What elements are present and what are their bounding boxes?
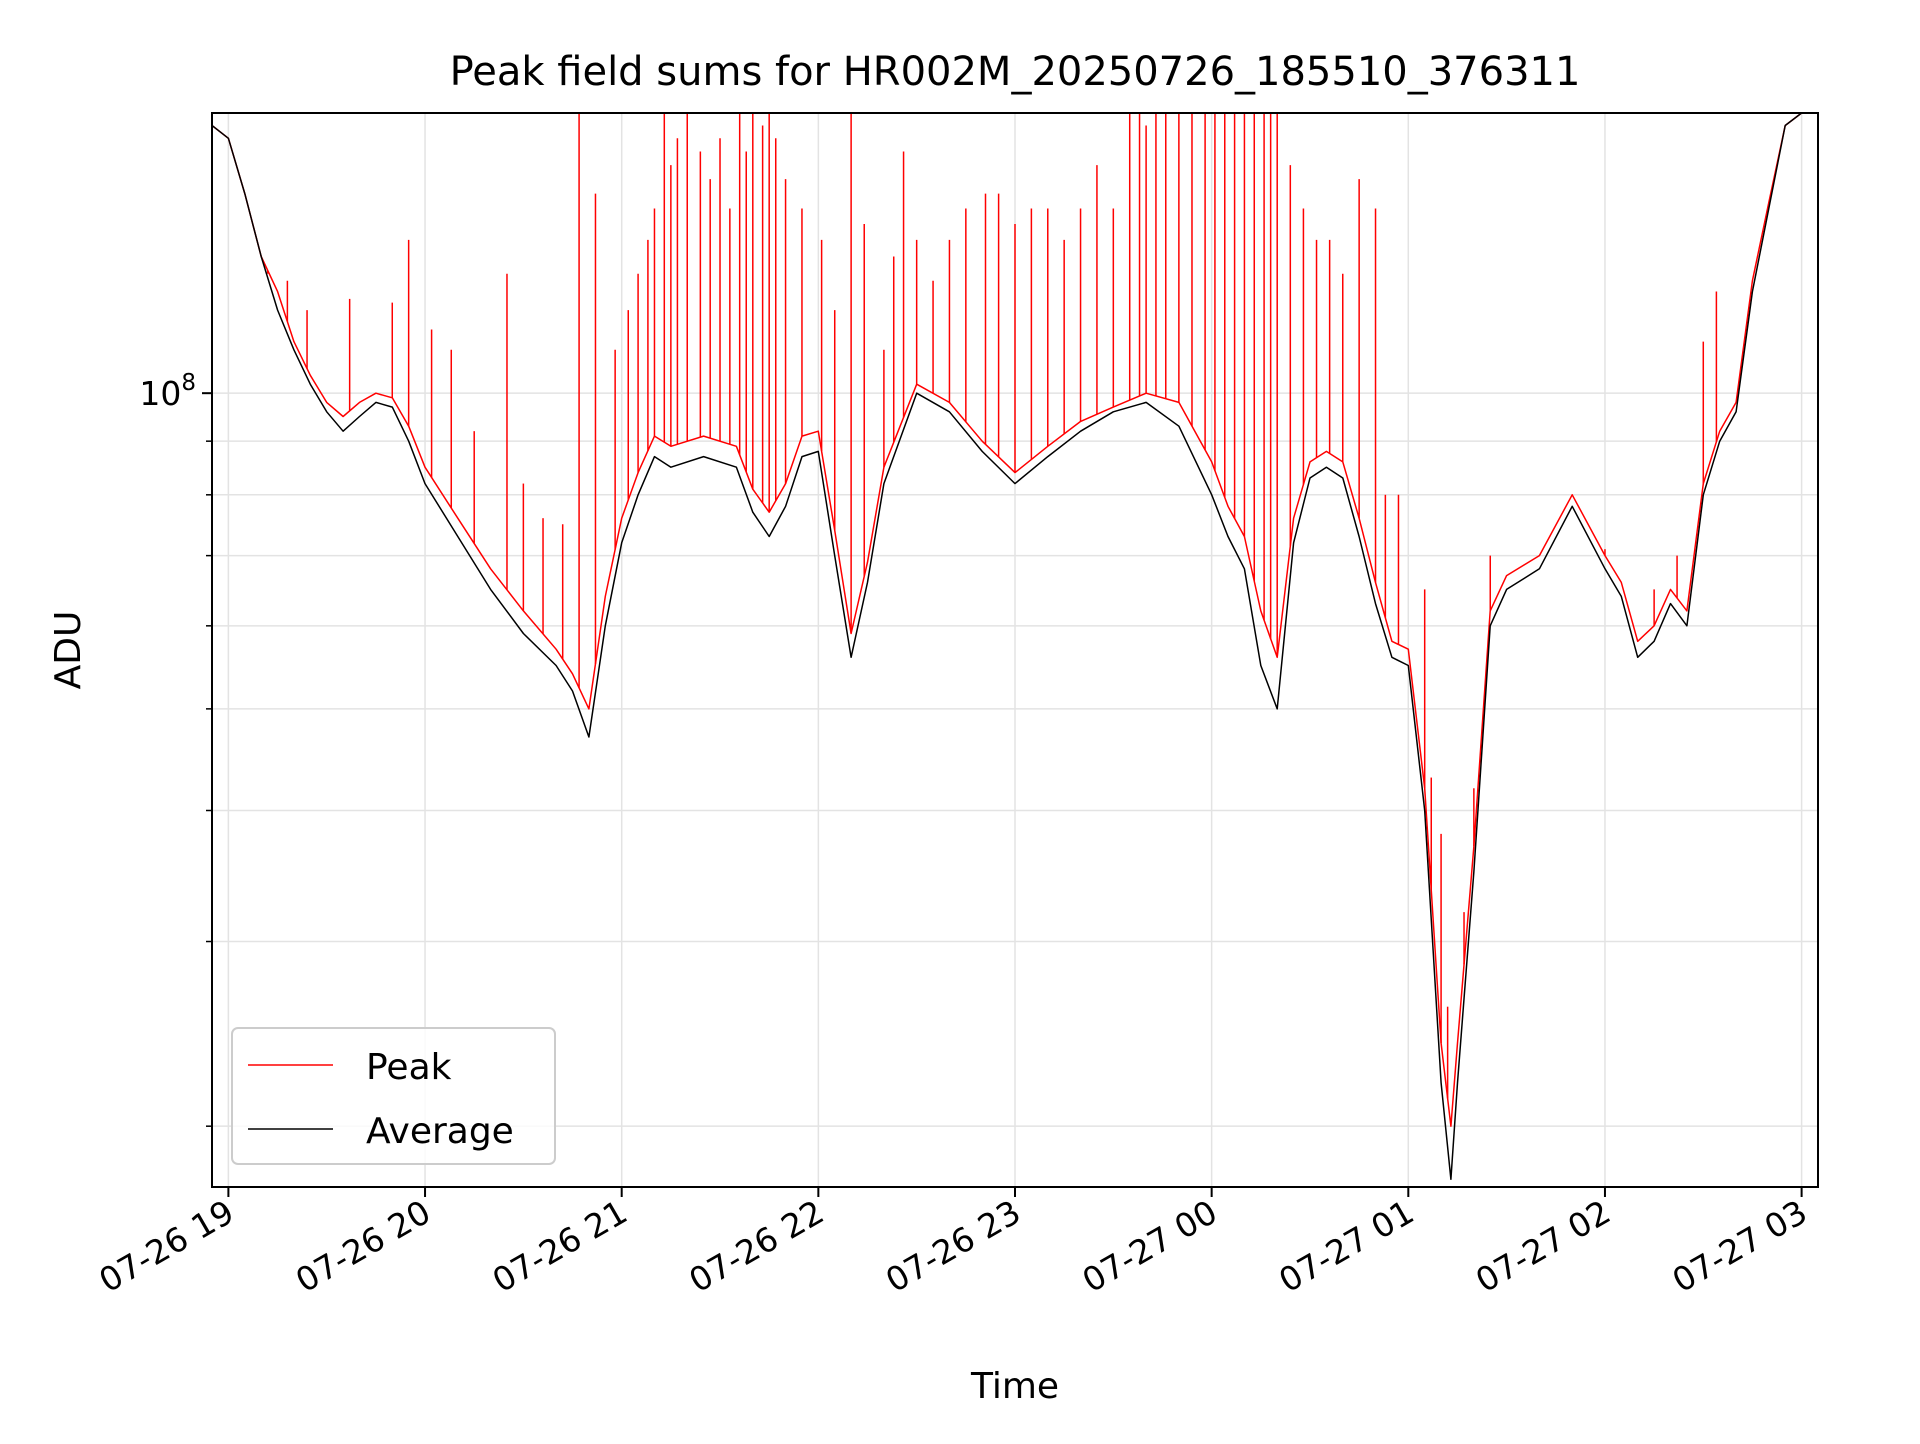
legend-average-label: Average: [366, 1111, 514, 1152]
legend-peak-label: Peak: [366, 1047, 452, 1088]
chart-title: Peak field sums for HR002M_20250726_1855…: [450, 49, 1581, 95]
average-series-line: [211, 112, 1818, 1181]
y-axis-label: ADU: [48, 611, 89, 690]
legend: Peak Average: [231, 1027, 556, 1165]
grid-layer: [212, 113, 1818, 1187]
y-axis-ticks: 108: [139, 370, 212, 1127]
y-tick-label: 108: [139, 370, 196, 413]
legend-box: [231, 1027, 556, 1165]
series-layer: [211, 112, 1818, 1181]
peak-series-line: [211, 112, 1818, 1127]
x-axis-label: Time: [970, 1366, 1059, 1407]
